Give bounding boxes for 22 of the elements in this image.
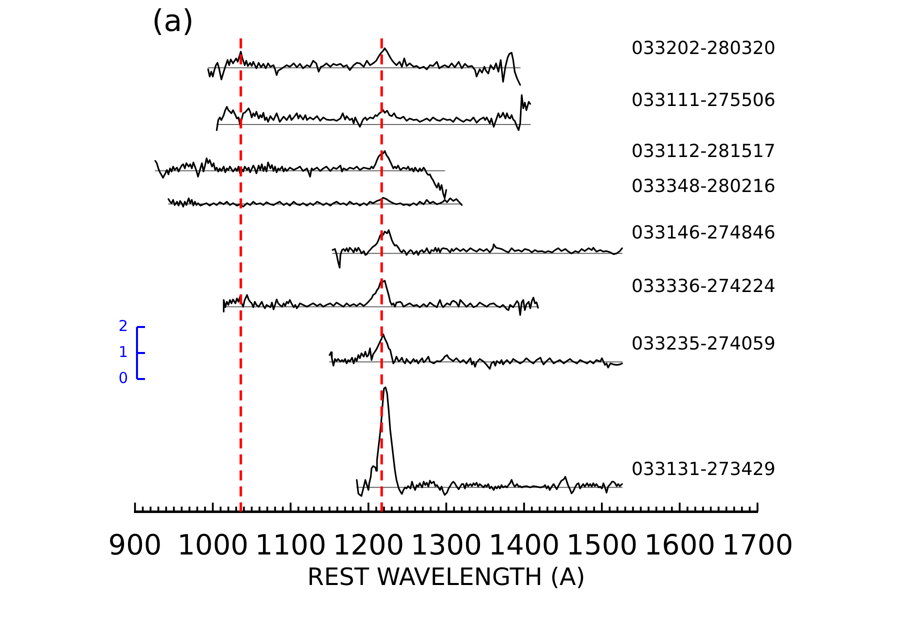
- x-tick-label: 1400: [488, 528, 560, 562]
- x-tick-label: 1100: [254, 528, 326, 562]
- x-tick-label: 900: [108, 528, 162, 562]
- x-tick-label: 1000: [177, 528, 248, 562]
- x-axis-title: REST WAVELENGTH (A): [307, 562, 586, 591]
- x-tick-label: 1600: [644, 528, 716, 562]
- text: 033111-275506: [632, 90, 776, 112]
- x-tick-label: 1500: [566, 528, 638, 562]
- series-label: 033131-273429: [632, 458, 776, 480]
- y-tick-label: 0: [118, 368, 128, 387]
- text: 033112-281517: [632, 141, 776, 162]
- series-label: 033146-274846: [632, 222, 776, 244]
- x-tick-label: 1200: [332, 528, 404, 562]
- text: 033348-280216: [632, 176, 776, 197]
- chart-title: (a): [152, 4, 194, 39]
- text: 033336-274224: [632, 276, 776, 298]
- x-tick-label: 1700: [722, 528, 794, 562]
- y-tick-label: 1: [118, 342, 128, 361]
- series-label: 033235-274059: [632, 334, 776, 355]
- text: 033202-280320: [632, 38, 776, 59]
- y-tick-label: 2: [118, 316, 128, 335]
- x-tick-label: 1300: [410, 528, 482, 562]
